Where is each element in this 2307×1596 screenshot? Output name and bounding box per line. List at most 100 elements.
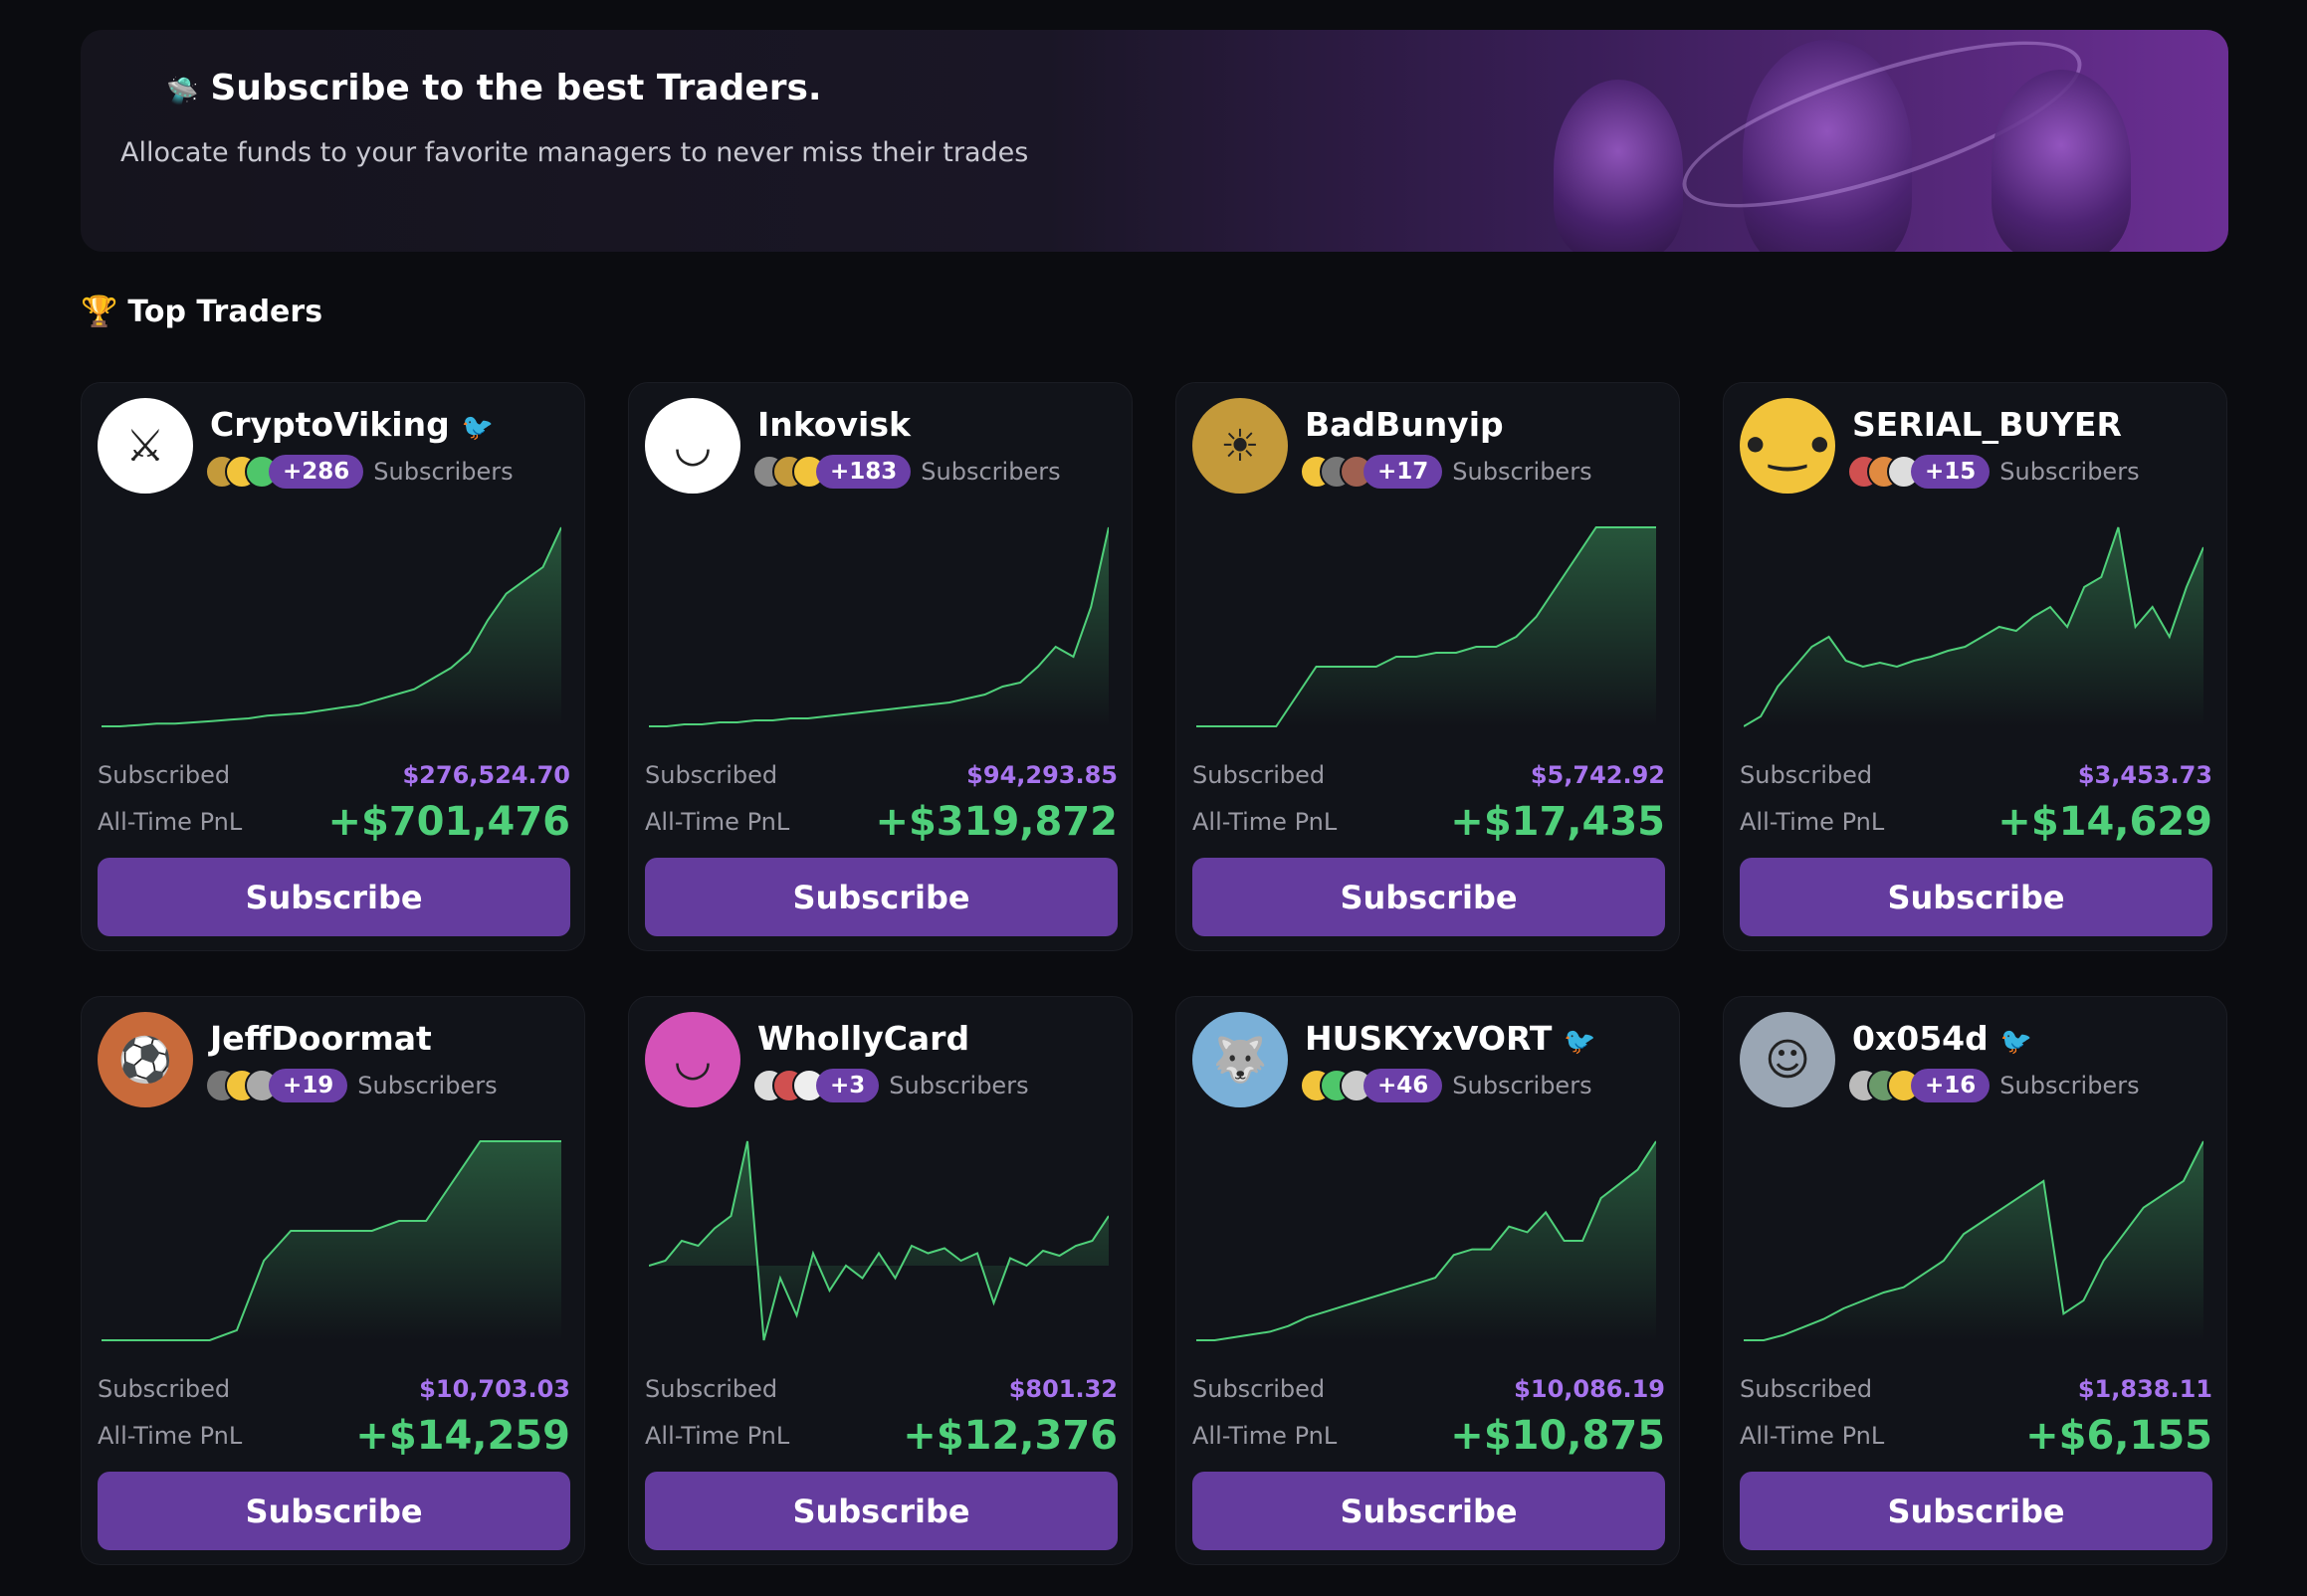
pnl-row: All-Time PnL +$12,376 [645,1413,1118,1459]
avatar-image: •‿• [1741,420,1834,472]
subscribers-label: Subscribers [1999,1072,2140,1099]
trader-name[interactable]: WhollyCard [757,1019,969,1058]
pnl-line [1744,526,2203,727]
subscribed-label: Subscribed [98,1375,231,1403]
subscribe-button[interactable]: Subscribe [1740,1472,2212,1550]
subscribe-banner: 🛸 Subscribe to the best Traders. Allocate… [81,30,2228,252]
subscribed-row: Subscribed $10,703.03 [98,1375,570,1403]
trader-name[interactable]: Inkovisk [757,405,911,444]
banner-title: 🛸 Subscribe to the best Traders. [166,68,822,108]
pnl-chart [1196,526,1656,727]
subscribe-button[interactable]: Subscribe [98,858,570,936]
trader-name[interactable]: SERIAL_BUYER [1852,405,2122,444]
subscribe-button[interactable]: Subscribe [98,1472,570,1550]
section-title-text: Top Traders [127,295,323,329]
trader-avatar[interactable]: 🐺 [1192,1012,1288,1107]
subscribe-button[interactable]: Subscribe [1192,1472,1665,1550]
pnl-label: All-Time PnL [1740,1422,1885,1450]
pnl-value: +$12,376 [903,1413,1118,1459]
trader-name-text: HUSKYxVORT [1305,1019,1553,1058]
subscribed-value: $801.32 [1008,1375,1118,1403]
trader-avatar[interactable]: ☺ [1740,1012,1835,1107]
trader-avatar[interactable]: •‿• [1740,398,1835,494]
subscriber-count-badge: +3 [816,1069,880,1102]
subscribed-row: Subscribed $801.32 [645,1375,1118,1403]
subscribe-button[interactable]: Subscribe [1192,858,1665,936]
subscriber-count-badge: +17 [1363,455,1443,489]
trader-avatar[interactable]: ◡ [645,1012,740,1107]
trader-avatar[interactable]: ☀ [1192,398,1288,494]
twitter-icon[interactable]: 🐦 [1564,1027,1596,1057]
trader-avatar[interactable]: ⚽ [98,1012,193,1107]
avatar-image: ⚽ [117,1035,173,1086]
trader-card: •‿• SERIAL_BUYER +15 Subscribers Subscrib… [1723,382,2227,951]
avatar-image: ☺ [1765,1034,1810,1086]
pnl-label: All-Time PnL [98,1422,243,1450]
avatar-image: ⚔ [125,420,165,472]
avatar-image: ◡ [676,1034,710,1086]
subscribers-summary: +15 Subscribers [1847,455,2140,489]
trader-avatar[interactable]: ⚔ [98,398,193,494]
pnl-line [1196,1140,1656,1341]
subscribers-label: Subscribers [889,1072,1029,1099]
subscriber-count-badge: +183 [816,455,912,489]
avatar-image: ☀ [1220,420,1260,472]
pnl-area [102,1141,561,1340]
subscriber-count-badge: +16 [1911,1069,1991,1102]
subscriber-count-badge: +46 [1363,1069,1443,1102]
subscribe-button[interactable]: Subscribe [1740,858,2212,936]
pnl-area [102,527,561,726]
subscribe-button[interactable]: Subscribe [645,1472,1118,1550]
subscriber-count-badge: +286 [269,455,364,489]
pnl-row: All-Time PnL +$6,155 [1740,1413,2212,1459]
subscribers-summary: +3 Subscribers [752,1069,1029,1102]
pnl-label: All-Time PnL [98,808,243,836]
subscribed-value: $1,838.11 [2077,1375,2212,1403]
subscriber-count-badge: +15 [1911,455,1991,489]
astronaut-illustration [1743,40,1912,252]
subscribed-value: $10,703.03 [419,1375,570,1403]
subscribed-label: Subscribed [1740,761,1873,789]
subscribed-label: Subscribed [1192,761,1326,789]
trader-card: ⚔ CryptoViking 🐦 +286 Subscribers Subscrib… [81,382,585,951]
pnl-line [649,526,1109,727]
subscribers-summary: +183 Subscribers [752,455,1061,489]
pnl-area [1196,527,1656,726]
trader-card: 🐺 HUSKYxVORT 🐦 +46 Subscribers Subscribed $… [1175,996,1680,1565]
avatar-image: 🐺 [1212,1035,1268,1086]
twitter-icon[interactable]: 🐦 [461,413,495,443]
trader-avatar[interactable]: ◡ [645,398,740,494]
subscribed-label: Subscribed [1740,1375,1873,1403]
subscribers-summary: +16 Subscribers [1847,1069,2140,1102]
subscribed-row: Subscribed $10,086.19 [1192,1375,1665,1403]
pnl-value: +$10,875 [1450,1413,1665,1459]
twitter-icon[interactable]: 🐦 [1999,1027,2033,1057]
subscribers-summary: +17 Subscribers [1300,455,1592,489]
subscribe-button[interactable]: Subscribe [645,858,1118,936]
subscribers-label: Subscribers [1452,458,1592,486]
trader-name[interactable]: JeffDoormat [210,1019,432,1058]
pnl-area [1744,527,2203,726]
subscribed-row: Subscribed $3,453.73 [1740,761,2212,789]
pnl-line [102,526,561,727]
pnl-value: +$319,872 [875,799,1118,845]
subscribed-row: Subscribed $94,293.85 [645,761,1118,789]
trader-name[interactable]: CryptoViking 🐦 [210,405,494,444]
pnl-area [649,1141,1109,1340]
subscribers-label: Subscribers [921,458,1061,486]
pnl-chart [1744,526,2203,727]
trader-name[interactable]: BadBunyip [1305,405,1504,444]
trader-name[interactable]: HUSKYxVORT 🐦 [1305,1019,1596,1058]
pnl-chart [649,1140,1109,1341]
subscribers-summary: +286 Subscribers [205,455,514,489]
subscribers-label: Subscribers [1999,458,2140,486]
subscribed-value: $5,742.92 [1530,761,1665,789]
banner-subtitle: Allocate funds to your favorite managers… [120,137,1029,168]
pnl-row: All-Time PnL +$701,476 [98,799,570,845]
subscribers-label: Subscribers [373,458,514,486]
pnl-area [1196,1141,1656,1340]
trader-name[interactable]: 0x054d 🐦 [1852,1019,2032,1058]
pnl-line [1196,526,1656,727]
subscribed-row: Subscribed $1,838.11 [1740,1375,2212,1403]
subscribed-row: Subscribed $5,742.92 [1192,761,1665,789]
